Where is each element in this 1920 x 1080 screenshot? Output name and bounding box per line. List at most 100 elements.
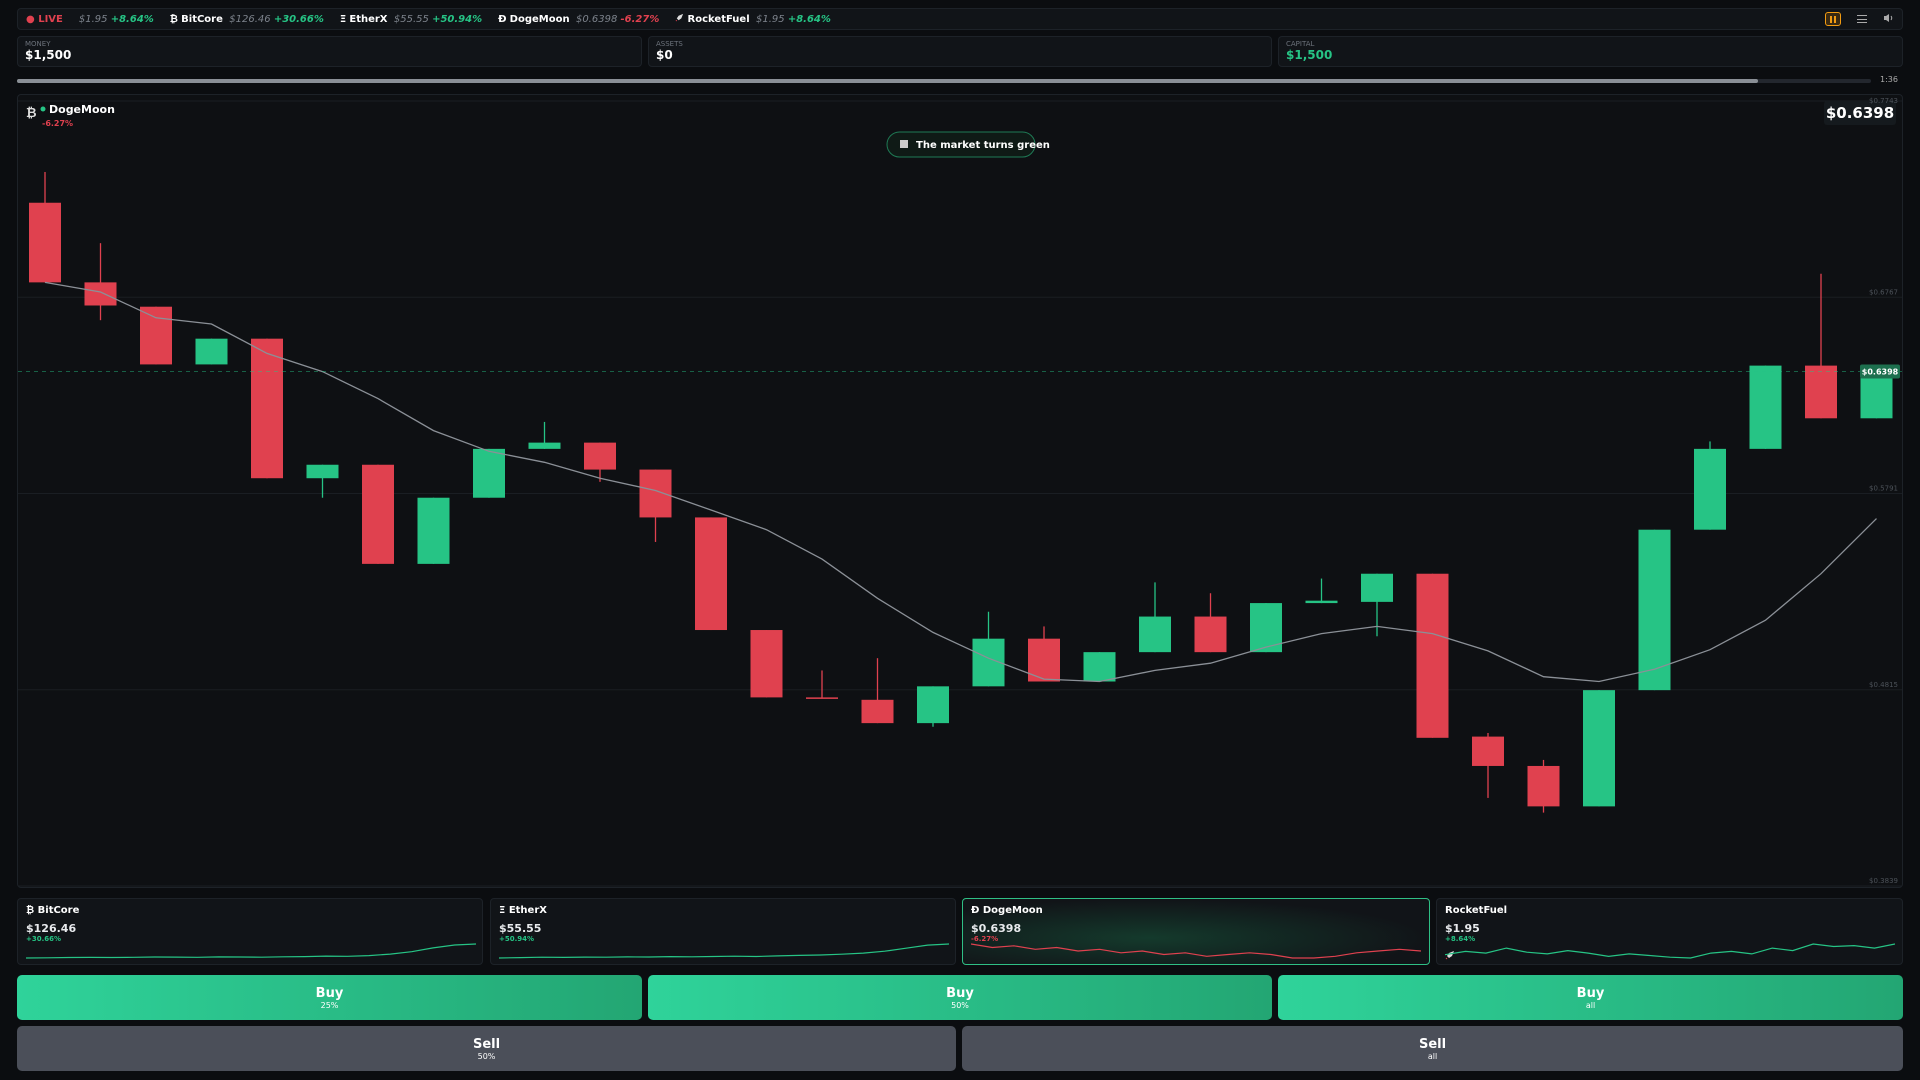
y-tick-label: $0.6767 [1869, 288, 1898, 296]
candle-body [917, 686, 949, 724]
card-change: +30.66% [26, 935, 62, 943]
button-sub: 25% [320, 1000, 339, 1010]
card-price: $55.55 [499, 922, 542, 935]
ticker-price: $55.55 [393, 13, 429, 25]
card-price: $126.46 [26, 922, 77, 935]
sparkline [26, 943, 476, 959]
candle-body [639, 469, 672, 518]
ticker-item: Ð DogeMoon $0.6398 -6.27% [498, 14, 659, 25]
candle-body [861, 699, 894, 724]
candle-body [417, 497, 450, 564]
ticker-bar: ● LIVE $1.95 +8.64% ₿ BitCore $126.46 +3… [17, 8, 1903, 30]
candle-body [806, 697, 838, 699]
card-change: +50.94% [499, 935, 535, 943]
progress-fill [17, 79, 1758, 83]
buy-button[interactable]: Buy 25% [17, 975, 642, 1020]
candle-body [1305, 600, 1338, 604]
ticker-name: DogeMoon [509, 13, 570, 25]
pause-button[interactable] [1825, 12, 1841, 26]
live-label: LIVE [38, 13, 63, 25]
sparkline [971, 943, 1421, 959]
stat-value: $0 [656, 48, 673, 62]
candle-body [140, 306, 172, 365]
ticker-change: -6.27% [620, 13, 660, 25]
ticker-name: BitCore [181, 13, 223, 25]
candle-body [750, 630, 783, 698]
rocket-icon [675, 13, 684, 22]
ticker-symbol: ₿ [169, 13, 178, 25]
ticker-price: $1.95 [78, 13, 108, 25]
stat-value: $1,500 [25, 48, 72, 62]
progress-track [17, 79, 1871, 83]
ticker-change: +8.64% [787, 14, 831, 25]
button-label: Sell [1418, 1036, 1447, 1052]
ticker-item: $1.95 +8.64% [79, 14, 154, 25]
timer: 1:36 [1880, 75, 1898, 84]
ticker-symbol: Ð [498, 13, 507, 25]
chart-icon: ₿ [26, 106, 37, 121]
menu-button[interactable] [1857, 15, 1867, 23]
candle-body [1638, 529, 1671, 691]
price-box [1824, 101, 1896, 125]
candle-body [1583, 690, 1615, 807]
sparkline [499, 943, 949, 959]
asset-card-selected[interactable]: Ð DogeMoon $0.6398 -6.27% [962, 898, 1430, 965]
price-tag [1860, 364, 1900, 379]
candle-body [1194, 616, 1227, 653]
asset-card[interactable]: Ξ EtherX $55.55 +50.94% [490, 898, 956, 965]
y-tick-label: $0.4815 [1869, 681, 1898, 689]
candle-body [528, 442, 561, 449]
candlestick-chart: ₿ DogeMoon -6.27% $0.6398 The market tur… [18, 97, 1902, 887]
sell-button[interactable]: Sell 50% [17, 1026, 956, 1071]
card-symbol: Ð [971, 905, 980, 916]
ticker-item: ₿ BitCore $126.46 +30.66% [170, 14, 324, 25]
ticker-change: +8.64% [110, 13, 154, 25]
card-price: $1.95 [1445, 922, 1480, 935]
buy-button[interactable]: Buy all [1278, 975, 1903, 1020]
ticker-item: Ξ EtherX $55.55 +50.94% [340, 14, 482, 25]
sparkline-path [499, 943, 949, 959]
stat-value: $1,500 [1286, 48, 1333, 62]
candle-body [1694, 448, 1726, 530]
candle-body [1527, 765, 1560, 807]
sell-button[interactable]: Sell all [962, 1026, 1903, 1071]
ticker-symbol: Ξ [339, 13, 347, 25]
candle-body [1028, 638, 1060, 682]
candle-body [1139, 616, 1171, 653]
candle-body [84, 282, 117, 306]
asset-card[interactable]: ₿ BitCore $126.46 +30.66% [17, 898, 483, 965]
button-label: Buy [946, 985, 974, 1001]
button-sub: all [1427, 1051, 1438, 1061]
asset-card[interactable]: RocketFuel $1.95 +8.64% [1436, 898, 1903, 965]
price-tag-label: $0.6398 [1862, 367, 1899, 376]
sound-button[interactable] [1883, 13, 1894, 26]
sparkline-path [971, 943, 1421, 959]
candle-body [1472, 736, 1504, 766]
chart-panel: ₿ DogeMoon -6.27% $0.6398 The market tur… [17, 94, 1903, 888]
y-tick-label: $0.5791 [1869, 485, 1898, 493]
button-label: Buy [1576, 985, 1605, 1001]
candle-body [1860, 371, 1893, 419]
ticker-price: $1.95 [756, 14, 785, 25]
button-sub: 50% [951, 1000, 969, 1010]
candle-body [251, 338, 283, 479]
candle-body [362, 464, 394, 564]
ticker-price: $126.46 [229, 13, 271, 25]
ticker-name: EtherX [349, 13, 388, 25]
current-price: $0.6398 [1826, 104, 1894, 122]
card-name: EtherX [508, 905, 547, 916]
stat-label: ASSETS [656, 40, 683, 48]
candle-body [1749, 365, 1782, 449]
y-tick-label: $0.7743 [1869, 97, 1898, 105]
y-tick-label: $0.3839 [1869, 877, 1898, 885]
card-change: -6.27% [971, 935, 999, 943]
candle-body [1361, 573, 1393, 602]
ticker-change: +50.94% [432, 13, 483, 25]
stat-money: MONEY $1,500 [17, 36, 642, 67]
button-sub: all [1585, 1000, 1596, 1010]
card-symbol: ₿ [26, 905, 35, 916]
ticker-price: $0.6398 [575, 13, 618, 25]
candle-body [1083, 652, 1116, 682]
buy-button[interactable]: Buy 50% [648, 975, 1272, 1020]
stat-capital: CAPITAL $1,500 [1278, 36, 1903, 67]
